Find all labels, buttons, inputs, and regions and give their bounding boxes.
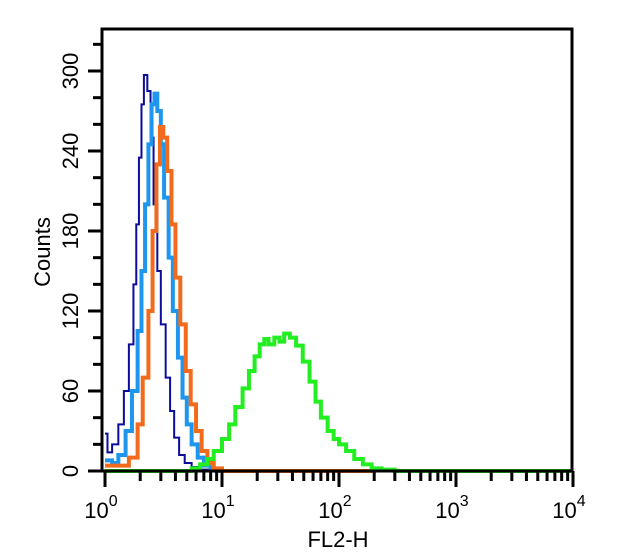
y-axis-title: Counts [30,217,55,287]
series-orange [105,125,375,473]
y-tick-label: 0 [58,465,83,477]
y-tick-label: 120 [58,293,83,330]
y-tick-label: 60 [58,379,83,403]
y-tick-label: 300 [58,53,83,90]
x-axis-title: FL2-H [307,527,368,552]
y-tick-label: 180 [58,213,83,250]
x-tick-label: 103 [435,493,468,523]
y-tick-label: 240 [58,133,83,170]
x-tick-label: 101 [201,493,234,523]
y-axis: 0 60 120 180 240 300 [58,42,102,477]
x-tick-label: 102 [318,493,351,523]
x-tick-label: 104 [552,493,585,523]
series-green [105,331,571,473]
x-tick-label: 100 [84,493,117,523]
plot-frame [100,27,574,473]
series-lightblue [105,91,222,473]
series-layer [105,74,571,473]
x-axis: 100 101 102 103 104 [84,471,586,523]
